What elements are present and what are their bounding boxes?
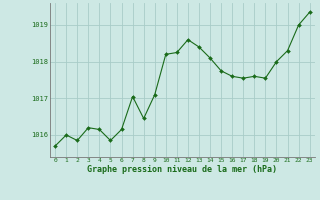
X-axis label: Graphe pression niveau de la mer (hPa): Graphe pression niveau de la mer (hPa) [87, 165, 277, 174]
